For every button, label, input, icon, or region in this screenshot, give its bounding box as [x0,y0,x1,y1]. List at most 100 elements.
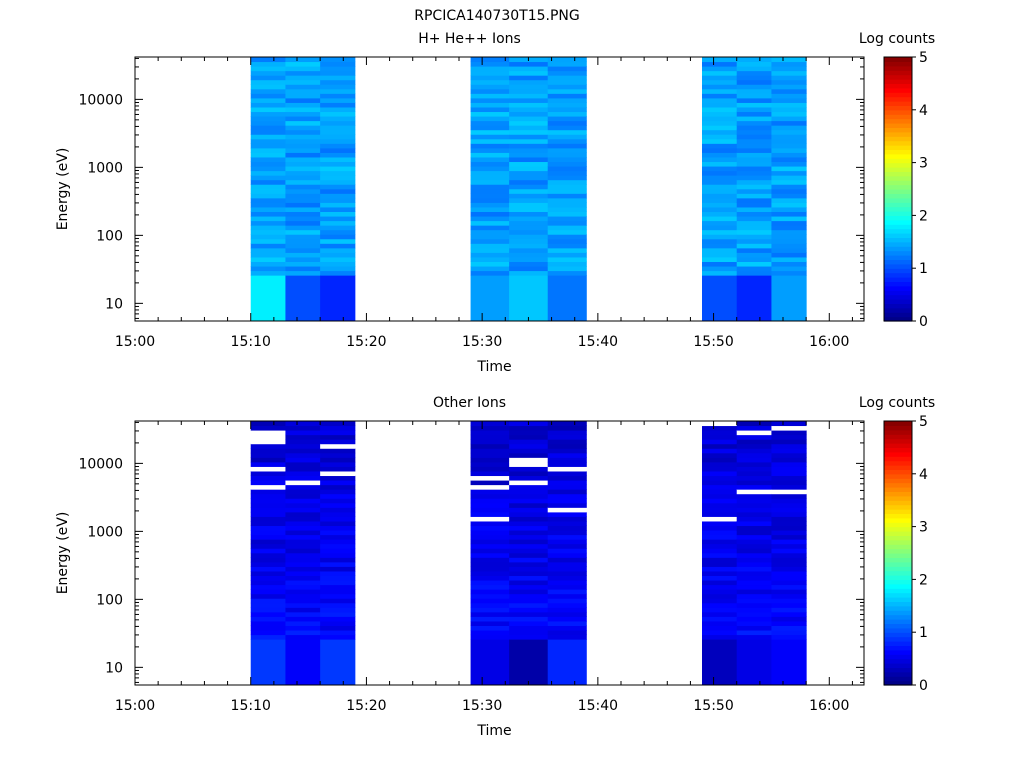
heatmap-cell [250,561,286,567]
colorbar-segment [884,219,912,225]
heatmap-cell [771,125,807,131]
heatmap-cell [736,156,772,163]
x-tick-label: 15:10 [231,698,271,714]
heatmap-cell [702,470,738,477]
heatmap-cell [320,270,356,276]
heatmap-cell [736,598,772,604]
heatmap-cell [736,252,772,258]
heatmap-cell [771,102,807,108]
heatmap-cell [736,184,772,190]
heatmap-cell [547,134,587,140]
heatmap-cell [320,75,356,81]
heatmap-cell [470,480,510,486]
heatmap-cell [470,156,510,163]
colorbar-segment [884,495,912,501]
heatmap-cell [702,116,738,122]
heatmap-cell [470,498,510,504]
x-tick-label: 15:50 [693,698,733,714]
heatmap-cell [702,70,738,76]
heatmap-cell [547,184,587,190]
heatmap-cell [547,448,587,454]
heatmap-cell [509,580,549,586]
heatmap-cell [702,79,738,85]
heatmap-cell [509,120,549,126]
heatmap-cell [285,261,321,267]
heatmap-cell [771,480,807,486]
colorbar-segment [884,570,912,576]
heatmap-cell [285,598,321,604]
heatmap-cell [736,575,772,581]
heatmap-cell [470,580,510,586]
colorbar-segment [884,79,912,84]
heatmap-cell [320,639,356,685]
heatmap-cell [771,602,807,608]
heatmap-cell [470,466,510,472]
heatmap-cell [250,125,286,131]
heatmap-cell [547,70,587,76]
heatmap-cell [470,598,510,604]
heatmap-cell [509,256,549,262]
heatmap-cell [320,634,356,640]
heatmap-cell [250,439,286,445]
heatmap-cell [547,516,587,522]
colorbar-segment [884,636,912,642]
heatmap-cell [470,79,510,85]
heatmap-cell [736,211,772,217]
heatmap-cell [547,66,587,72]
heatmap-cell [547,475,587,481]
heatmap-cell [470,457,510,463]
heatmap-cell [250,211,286,217]
heatmap-cell [702,261,738,267]
heatmap-cell [702,539,738,545]
heatmap-cell [547,639,587,685]
heatmap-cell [547,166,587,172]
heatmap-cell [547,275,587,321]
heatmap-cell [470,93,510,99]
heatmap-cell [547,507,587,513]
heatmap-cell [509,97,549,103]
colorbar-segment [884,641,912,646]
heatmap-cell [509,516,549,522]
heatmap-cell [320,439,356,445]
colorbar-segment [884,57,912,62]
heatmap-cell [320,120,356,126]
heatmap-cell [250,225,286,231]
heatmap-cell [736,534,772,540]
heatmap-cell [285,147,321,153]
heatmap-cell [320,534,356,540]
heatmap-cell [736,220,772,226]
heatmap-cell [736,611,772,617]
heatmap-cell [547,106,587,113]
heatmap-cell [320,516,356,522]
heatmap-cell [736,61,772,67]
heatmap-cell [736,593,772,599]
heatmap-cell [320,188,356,194]
heatmap-cell [250,161,286,167]
heatmap-cell [285,557,321,563]
heatmap-cell [702,570,738,577]
heatmap-cell [470,166,510,172]
heatmap-cell [771,61,807,67]
heatmap-cell [547,543,587,549]
heatmap-cell [702,102,738,108]
heatmap-cell [250,421,286,427]
heatmap-cell [285,566,321,572]
heatmap-cell [320,93,356,99]
heatmap-cell [547,598,587,604]
colorbar-segment [884,632,912,638]
heatmap-cell [285,102,321,108]
heatmap-cell [702,243,738,249]
heatmap-cell [509,598,549,604]
heatmap-cell [250,166,286,172]
heatmap-cell [509,625,549,631]
heatmap-cell [470,106,510,113]
x-tick-label: 16:00 [809,334,849,350]
heatmap-cell [771,79,807,85]
heatmap-cell [470,143,510,149]
heatmap-cell [771,229,807,235]
heatmap-cell [320,234,356,240]
heatmap-cell [285,270,321,276]
heatmap-cell [509,489,549,495]
heatmap-cell [509,220,549,226]
colorbar-segment [884,197,912,203]
